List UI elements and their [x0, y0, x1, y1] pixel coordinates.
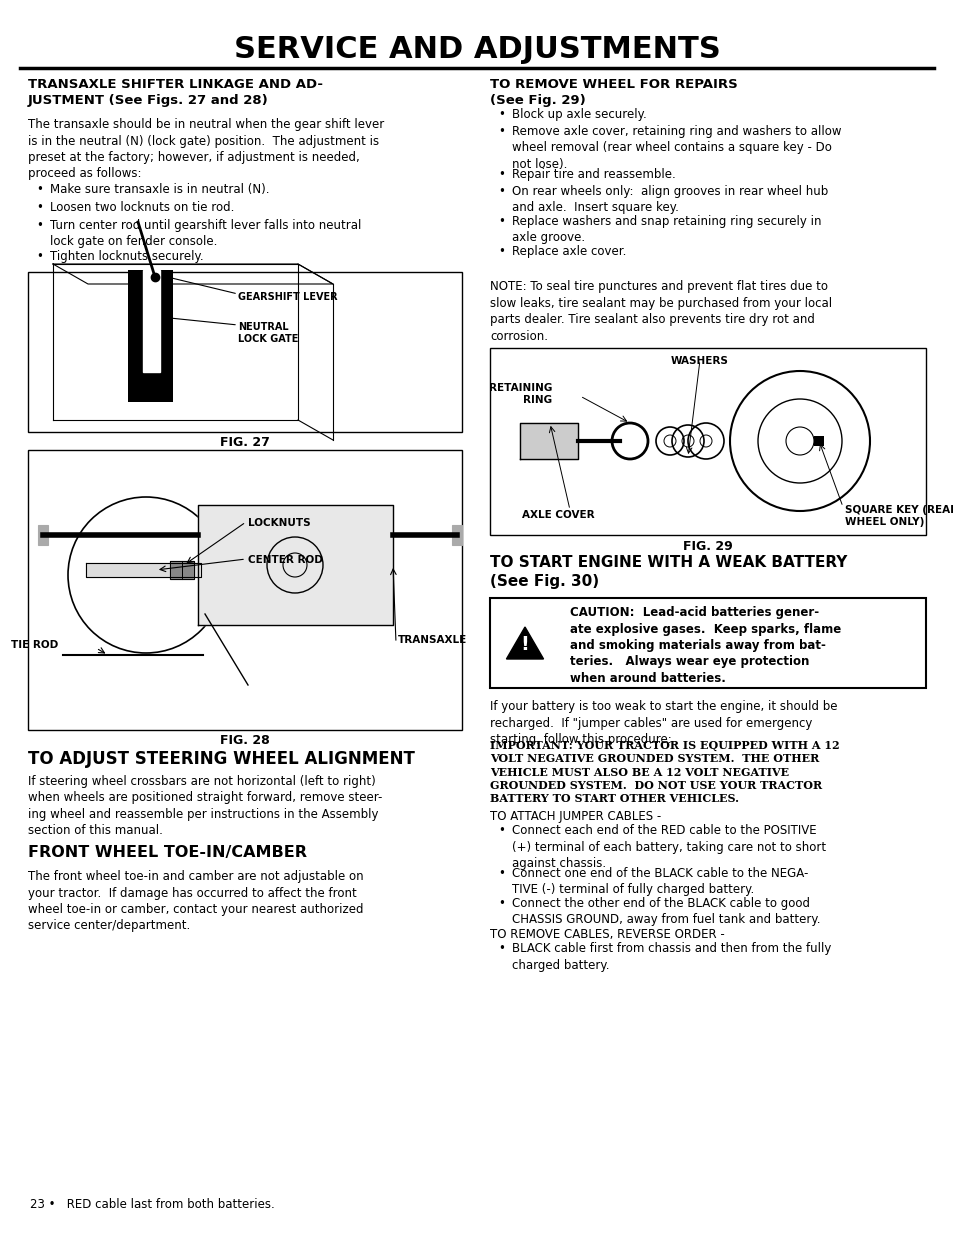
Text: SQUARE KEY (REAR
WHEEL ONLY): SQUARE KEY (REAR WHEEL ONLY): [844, 506, 953, 527]
Text: TO START ENGINE WITH A WEAK BATTERY
(See Fig. 30): TO START ENGINE WITH A WEAK BATTERY (See…: [490, 555, 846, 588]
Text: If steering wheel crossbars are not horizontal (left to right)
when wheels are p: If steering wheel crossbars are not hori…: [28, 775, 382, 838]
Text: •: •: [497, 866, 504, 880]
Text: Make sure transaxle is in neutral (N).: Make sure transaxle is in neutral (N).: [50, 183, 269, 197]
Text: NEUTRAL
LOCK GATE: NEUTRAL LOCK GATE: [237, 323, 298, 344]
Text: The transaxle should be in neutral when the gear shift lever
is in the neutral (: The transaxle should be in neutral when …: [28, 117, 384, 180]
Bar: [28, 272, 461, 433]
Text: •: •: [497, 125, 504, 138]
Text: AXLE COVER: AXLE COVER: [521, 510, 594, 520]
Text: WASHERS: WASHERS: [670, 356, 728, 366]
Bar: [38, 525, 48, 545]
Text: TRANSAXLE: TRANSAXLE: [397, 635, 467, 645]
Text: •: •: [497, 824, 504, 837]
Text: •: •: [497, 897, 504, 910]
Text: TO ADJUST STEERING WHEEL ALIGNMENT: TO ADJUST STEERING WHEEL ALIGNMENT: [28, 750, 415, 768]
Bar: [452, 525, 461, 545]
Text: CAUTION:  Lead-acid batteries gener-
ate explosive gases.  Keep sparks, flame
an: CAUTION: Lead-acid batteries gener- ate …: [569, 606, 841, 685]
Text: FIG. 29: FIG. 29: [682, 540, 732, 552]
Polygon shape: [519, 423, 578, 459]
Text: IMPORTANT: YOUR TRACTOR IS EQUIPPED WITH A 12
VOLT NEGATIVE GROUNDED SYSTEM.  TH: IMPORTANT: YOUR TRACTOR IS EQUIPPED WITH…: [490, 740, 839, 803]
Text: TIE ROD: TIE ROD: [10, 640, 58, 650]
Text: NOTE: To seal tire punctures and prevent flat tires due to
slow leaks, tire seal: NOTE: To seal tire punctures and prevent…: [490, 281, 831, 342]
Polygon shape: [198, 506, 393, 625]
Text: TRANSAXLE SHIFTER LINKAGE AND AD-
JUSTMENT (See Figs. 27 and 28): TRANSAXLE SHIFTER LINKAGE AND AD- JUSTME…: [28, 78, 323, 108]
Text: Connect each end of the RED cable to the POSITIVE
(+) terminal of each battery, : Connect each end of the RED cable to the…: [512, 824, 825, 870]
Text: •: •: [36, 183, 43, 197]
Text: FIG. 27: FIG. 27: [220, 436, 270, 449]
Text: BLACK cable first from chassis and then from the fully
charged battery.: BLACK cable first from chassis and then …: [512, 942, 830, 971]
Polygon shape: [813, 436, 823, 446]
Text: Replace washers and snap retaining ring securely in
axle groove.: Replace washers and snap retaining ring …: [512, 215, 821, 245]
Polygon shape: [128, 269, 172, 402]
Text: On rear wheels only:  align grooves in rear wheel hub
and axle.  Insert square k: On rear wheels only: align grooves in re…: [512, 185, 827, 215]
Bar: [28, 450, 461, 730]
Text: TO REMOVE WHEEL FOR REPAIRS
(See Fig. 29): TO REMOVE WHEEL FOR REPAIRS (See Fig. 29…: [490, 78, 737, 108]
Text: Connect the other end of the BLACK cable to good
CHASSIS GROUND, away from fuel : Connect the other end of the BLACK cable…: [512, 897, 820, 927]
Text: Turn center rod until gearshift lever falls into neutral
lock gate on fender con: Turn center rod until gearshift lever fa…: [50, 219, 361, 248]
Text: If your battery is too weak to start the engine, it should be
recharged.  If "ju: If your battery is too weak to start the…: [490, 700, 837, 747]
Text: Tighten locknuts securely.: Tighten locknuts securely.: [50, 250, 203, 263]
Polygon shape: [182, 561, 193, 578]
Text: Block up axle securely.: Block up axle securely.: [512, 108, 646, 121]
Text: •: •: [497, 245, 504, 258]
Text: TO ATTACH JUMPER CABLES -: TO ATTACH JUMPER CABLES -: [490, 810, 660, 823]
Text: RETAINING
RING: RETAINING RING: [488, 383, 552, 404]
Text: •: •: [497, 108, 504, 121]
Text: FIG. 28: FIG. 28: [220, 734, 270, 747]
Text: •: •: [36, 219, 43, 232]
Text: •: •: [36, 250, 43, 263]
Text: Connect one end of the BLACK cable to the NEGA-
TIVE (-) terminal of fully charg: Connect one end of the BLACK cable to th…: [512, 866, 807, 896]
Bar: [490, 349, 925, 535]
Text: TO REMOVE CABLES, REVERSE ORDER -: TO REMOVE CABLES, REVERSE ORDER -: [490, 928, 724, 941]
Text: SERVICE AND ADJUSTMENTS: SERVICE AND ADJUSTMENTS: [233, 35, 720, 64]
Text: •: •: [497, 168, 504, 180]
Text: FRONT WHEEL TOE-IN/CAMBER: FRONT WHEEL TOE-IN/CAMBER: [28, 845, 307, 860]
Bar: [490, 598, 925, 688]
Text: LOCKNUTS: LOCKNUTS: [248, 518, 311, 528]
Text: Loosen two locknuts on tie rod.: Loosen two locknuts on tie rod.: [50, 201, 234, 214]
Polygon shape: [143, 269, 160, 372]
Text: !: !: [520, 635, 529, 655]
Text: •: •: [497, 215, 504, 227]
Text: Remove axle cover, retaining ring and washers to allow
wheel removal (rear wheel: Remove axle cover, retaining ring and wa…: [512, 125, 841, 171]
Polygon shape: [86, 564, 201, 577]
Text: 23 •   RED cable last from both batteries.: 23 • RED cable last from both batteries.: [30, 1198, 274, 1211]
Text: The front wheel toe-in and camber are not adjustable on
your tractor.  If damage: The front wheel toe-in and camber are no…: [28, 870, 363, 932]
Polygon shape: [506, 627, 543, 659]
Text: Replace axle cover.: Replace axle cover.: [512, 245, 626, 258]
Polygon shape: [170, 561, 182, 578]
Text: •: •: [36, 201, 43, 214]
Text: •: •: [497, 185, 504, 198]
Text: CENTER ROD: CENTER ROD: [248, 555, 322, 565]
Text: GEARSHIFT LEVER: GEARSHIFT LEVER: [237, 292, 337, 302]
Text: Repair tire and reassemble.: Repair tire and reassemble.: [512, 168, 675, 180]
Text: •: •: [497, 942, 504, 955]
